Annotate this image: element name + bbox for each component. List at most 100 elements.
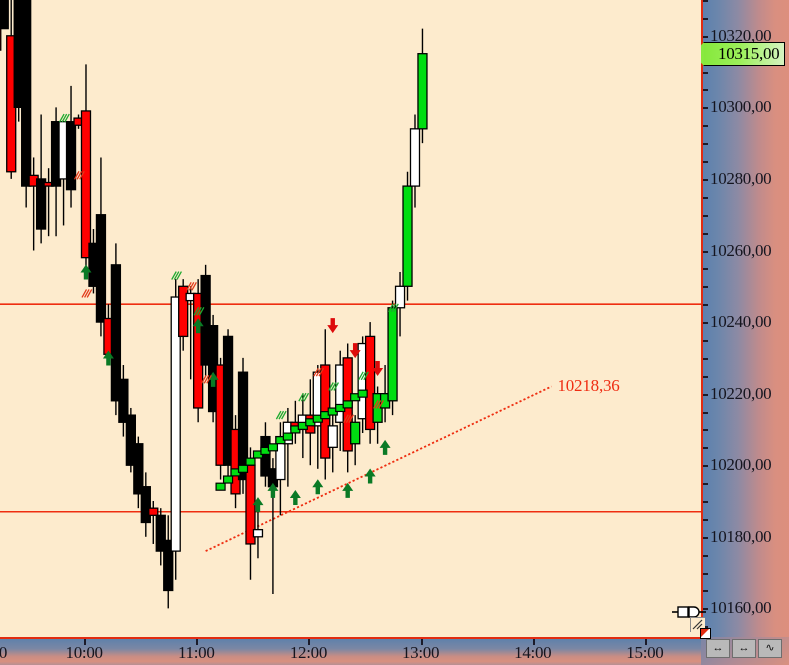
- buy-arrow-up-icon: [267, 482, 279, 498]
- buy-arrow-up-icon: [80, 264, 92, 280]
- price-tick: [703, 268, 708, 271]
- price-tick: [703, 304, 708, 307]
- candle-body[interactable]: [417, 53, 428, 130]
- candle-body[interactable]: [350, 421, 361, 445]
- price-tick: [703, 178, 708, 181]
- time-tick-label: 15:00: [626, 643, 664, 662]
- candle-body[interactable]: [155, 514, 166, 552]
- price-tick: [703, 626, 708, 629]
- candle-body[interactable]: [133, 443, 144, 495]
- hatch-marker-icon: [373, 400, 384, 409]
- price-axis-border: [701, 0, 703, 637]
- candle-body[interactable]: [65, 121, 77, 191]
- time-tick-label: 14:00: [514, 643, 552, 662]
- pan-horizontal-button[interactable]: ↔: [706, 639, 730, 658]
- price-tick: [703, 71, 708, 74]
- mini-toolbar[interactable]: ↔ ↔ ∿: [706, 639, 782, 658]
- candle-body[interactable]: [387, 307, 398, 402]
- candle-body[interactable]: [80, 110, 92, 259]
- candle-body[interactable]: [200, 274, 211, 366]
- candle-body[interactable]: [252, 528, 264, 538]
- candle-body[interactable]: [21, 0, 32, 187]
- price-axis[interactable]: 10160,00 10180,00 10200,00 10220,00 10240,00…: [701, 0, 789, 637]
- price-tick-label: 10220,00: [710, 383, 772, 403]
- candle-body[interactable]: [125, 414, 137, 466]
- candle-body[interactable]: [409, 128, 421, 187]
- expand-horizontal-button[interactable]: ↔: [732, 639, 756, 658]
- price-tick: [703, 286, 708, 289]
- hatch-marker-icon: [298, 392, 310, 402]
- time-axis[interactable]: 10:00 11:00 12:00 13:00 14:00 15:00 0: [0, 637, 701, 665]
- hatch-marker-icon: [275, 410, 287, 420]
- hatch-marker-icon: [81, 289, 93, 298]
- candle-body[interactable]: [364, 335, 376, 431]
- price-tick: [703, 0, 708, 2]
- price-tick: [703, 232, 708, 235]
- buy-arrow-up-icon: [364, 468, 376, 484]
- price-chart-plot-area[interactable]: 10218,36: [0, 0, 701, 637]
- candle-body[interactable]: [402, 185, 413, 287]
- candle-body[interactable]: [327, 425, 338, 448]
- chart-style-button[interactable]: ∿: [758, 639, 782, 658]
- sell-arrow-down-icon: [349, 343, 361, 359]
- time-tick: [532, 639, 535, 645]
- time-tick: [420, 639, 423, 645]
- candle-body[interactable]: [118, 378, 129, 423]
- candle-body[interactable]: [394, 285, 406, 309]
- buy-arrow-up-icon: [379, 439, 391, 455]
- price-tick: [703, 89, 708, 92]
- price-tick: [703, 161, 708, 164]
- price-tick: [703, 590, 708, 593]
- sell-arrow-down-icon: [327, 318, 339, 334]
- price-tick: [703, 107, 708, 110]
- time-tick-label: 10:00: [65, 643, 103, 662]
- buy-arrow-up-icon: [312, 479, 324, 495]
- trend-dot: [282, 432, 293, 441]
- candle-body[interactable]: [0, 0, 9, 30]
- price-tick: [703, 339, 708, 342]
- candle-body[interactable]: [237, 371, 249, 481]
- price-tick: [703, 536, 708, 539]
- price-tick: [703, 214, 708, 217]
- price-tick: [703, 554, 708, 557]
- candlestick-svg: [0, 0, 701, 609]
- time-tick: [308, 639, 311, 645]
- drawing-object-handle-icon[interactable]: [672, 605, 706, 624]
- time-tick-label: 11:00: [177, 643, 215, 662]
- buy-arrow-up-icon: [342, 482, 354, 498]
- price-tick: [703, 322, 708, 325]
- candle-body[interactable]: [95, 214, 107, 323]
- trend-dot: [222, 475, 234, 484]
- time-tick: [196, 639, 199, 645]
- candle-body[interactable]: [170, 296, 181, 552]
- price-tick: [703, 196, 708, 199]
- hatch-marker-icon: [171, 271, 182, 280]
- candle-body[interactable]: [178, 285, 189, 338]
- price-tick: [703, 518, 708, 521]
- buy-arrow-up-icon: [207, 371, 219, 387]
- candle-body[interactable]: [163, 539, 174, 592]
- candle-body[interactable]: [140, 486, 151, 524]
- hatch-marker-icon: [358, 371, 369, 381]
- time-tick-label-partial: 0: [0, 643, 7, 663]
- candle-body[interactable]: [222, 335, 234, 466]
- hatch-marker-icon: [313, 367, 325, 377]
- hatch-marker-icon: [328, 382, 340, 391]
- sell-arrow-down-icon: [372, 361, 384, 377]
- price-tick: [703, 357, 708, 360]
- price-tick: [703, 447, 708, 450]
- candle-body[interactable]: [35, 178, 47, 230]
- hatch-marker-icon: [343, 414, 354, 424]
- price-tick-label: 10160,00: [710, 598, 772, 618]
- price-tick-label: 10320,00: [710, 25, 772, 45]
- candle-body[interactable]: [148, 507, 159, 516]
- last-price-badge: 10315,00: [701, 41, 786, 66]
- price-tick-label: 10260,00: [710, 240, 772, 260]
- hatch-marker-icon: [387, 303, 399, 313]
- price-tick: [703, 393, 708, 396]
- price-tick-label: 10240,00: [710, 312, 772, 332]
- candle-body[interactable]: [110, 264, 122, 402]
- trend-dot: [245, 457, 256, 466]
- time-tick: [84, 639, 87, 645]
